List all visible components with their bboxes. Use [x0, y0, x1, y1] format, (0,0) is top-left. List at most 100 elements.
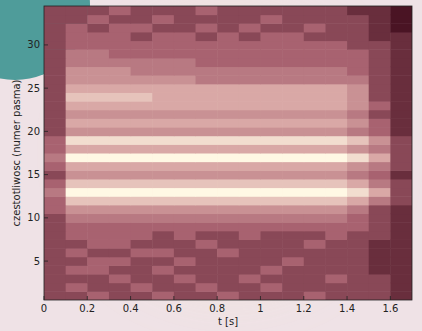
- cell: [239, 41, 261, 50]
- cell: [152, 196, 174, 205]
- cell: [87, 23, 109, 32]
- cell: [109, 222, 131, 231]
- cell: [325, 274, 347, 283]
- cell: [131, 15, 153, 24]
- cell: [66, 257, 88, 266]
- cell: [196, 144, 218, 153]
- cell: [174, 231, 196, 240]
- cell: [131, 248, 153, 257]
- cell: [304, 248, 326, 257]
- cell: [196, 136, 218, 145]
- cell: [217, 188, 239, 197]
- cell: [66, 75, 88, 84]
- cell: [325, 136, 347, 145]
- cell: [260, 291, 282, 300]
- cell: [131, 110, 153, 119]
- cell: [66, 32, 88, 41]
- cell: [390, 127, 412, 136]
- cell: [304, 6, 326, 15]
- cell: [390, 110, 412, 119]
- cell: [239, 257, 261, 266]
- cell: [152, 162, 174, 171]
- cell: [174, 179, 196, 188]
- cell: [239, 92, 261, 101]
- cell: [260, 239, 282, 248]
- cell: [87, 32, 109, 41]
- cell: [131, 84, 153, 93]
- cell: [239, 265, 261, 274]
- cell: [152, 136, 174, 145]
- cell: [87, 205, 109, 214]
- cell: [87, 92, 109, 101]
- cell: [217, 127, 239, 136]
- cell: [217, 41, 239, 50]
- cell: [174, 6, 196, 15]
- cell: [347, 274, 369, 283]
- cell: [174, 248, 196, 257]
- cell: [196, 291, 218, 300]
- cell: [325, 15, 347, 24]
- cell: [369, 58, 391, 67]
- cell: [304, 67, 326, 76]
- cell: [66, 23, 88, 32]
- cell: [152, 127, 174, 136]
- cell: [369, 49, 391, 58]
- cell: [369, 179, 391, 188]
- cell: [66, 41, 88, 50]
- x-tick: [260, 296, 261, 300]
- cell: [152, 32, 174, 41]
- cell: [260, 127, 282, 136]
- cell: [196, 41, 218, 50]
- cell: [109, 257, 131, 266]
- cell: [152, 274, 174, 283]
- cell: [369, 257, 391, 266]
- cell: [260, 170, 282, 179]
- cell: [325, 188, 347, 197]
- cell: [109, 162, 131, 171]
- cell: [347, 84, 369, 93]
- cell: [87, 162, 109, 171]
- cell: [325, 196, 347, 205]
- cell: [390, 41, 412, 50]
- cell: [131, 67, 153, 76]
- cell: [239, 6, 261, 15]
- cell: [87, 58, 109, 67]
- cell: [347, 75, 369, 84]
- cell: [390, 179, 412, 188]
- cell: [44, 32, 66, 41]
- cell: [325, 205, 347, 214]
- cell: [304, 118, 326, 127]
- x-tick: [87, 296, 88, 300]
- x-tick-label: 0.8: [209, 303, 225, 314]
- cell: [174, 23, 196, 32]
- cell: [44, 92, 66, 101]
- cell: [152, 257, 174, 266]
- cell: [131, 231, 153, 240]
- cell: [44, 283, 66, 292]
- cell: [390, 205, 412, 214]
- cell: [260, 15, 282, 24]
- cell: [390, 265, 412, 274]
- cell: [152, 92, 174, 101]
- cell: [152, 222, 174, 231]
- cell: [282, 58, 304, 67]
- cell: [87, 118, 109, 127]
- cell: [44, 162, 66, 171]
- cell: [347, 23, 369, 32]
- cell: [325, 283, 347, 292]
- cell: [282, 205, 304, 214]
- cell: [44, 179, 66, 188]
- cell: [196, 92, 218, 101]
- cell: [152, 41, 174, 50]
- cell: [369, 6, 391, 15]
- y-tick: [44, 261, 48, 262]
- x-tick-label: 1.6: [382, 303, 398, 314]
- cell: [217, 118, 239, 127]
- cell: [66, 170, 88, 179]
- cell: [304, 101, 326, 110]
- cell: [304, 188, 326, 197]
- cell: [325, 291, 347, 300]
- cell: [325, 110, 347, 119]
- cell: [347, 49, 369, 58]
- cell: [217, 32, 239, 41]
